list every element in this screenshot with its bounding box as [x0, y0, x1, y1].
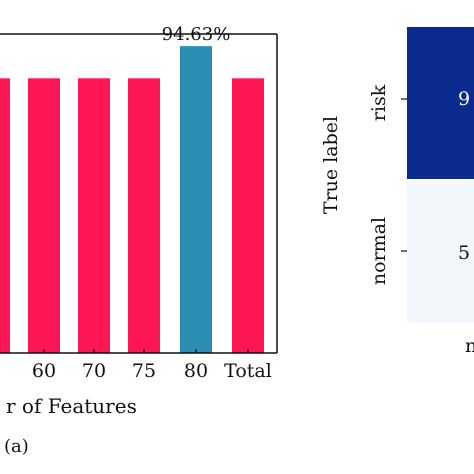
- bar-75: [128, 78, 160, 354]
- x-axis-title: r of Features: [6, 394, 137, 418]
- row-label-normal: normal: [368, 217, 390, 285]
- x-tick-label-80: 80: [184, 360, 208, 382]
- x-tick-labels: 060707580Total: [0, 360, 272, 382]
- x-tick-label-total: Total: [224, 360, 272, 382]
- panel-label: (a): [4, 436, 29, 457]
- row-label-risk: risk: [368, 84, 390, 121]
- heatmap-cell-normal: [407, 181, 474, 323]
- bar-0: [0, 78, 10, 354]
- heatmap-cell-risk: [407, 27, 474, 179]
- bar-60: [28, 78, 60, 354]
- bar-chart-panel: 060707580Total 94.63% r of Features (a): [0, 24, 278, 457]
- heatmap-cell-text-normal: 5: [458, 242, 470, 264]
- x-axis-title-partial: n: [465, 335, 474, 357]
- y-axis-title: True label: [320, 116, 342, 214]
- bar-total: [232, 78, 264, 354]
- x-tick-label-75: 75: [132, 360, 156, 382]
- heatmap-cell-text-risk: 9: [458, 88, 470, 110]
- bar-series: [0, 46, 264, 354]
- bar-70: [78, 78, 110, 354]
- bar-80: [180, 46, 212, 354]
- confusion-matrix-panel: 9 5 risk normal True label n: [320, 27, 474, 357]
- x-tick-label-60: 60: [32, 360, 56, 382]
- x-tick-label-70: 70: [82, 360, 106, 382]
